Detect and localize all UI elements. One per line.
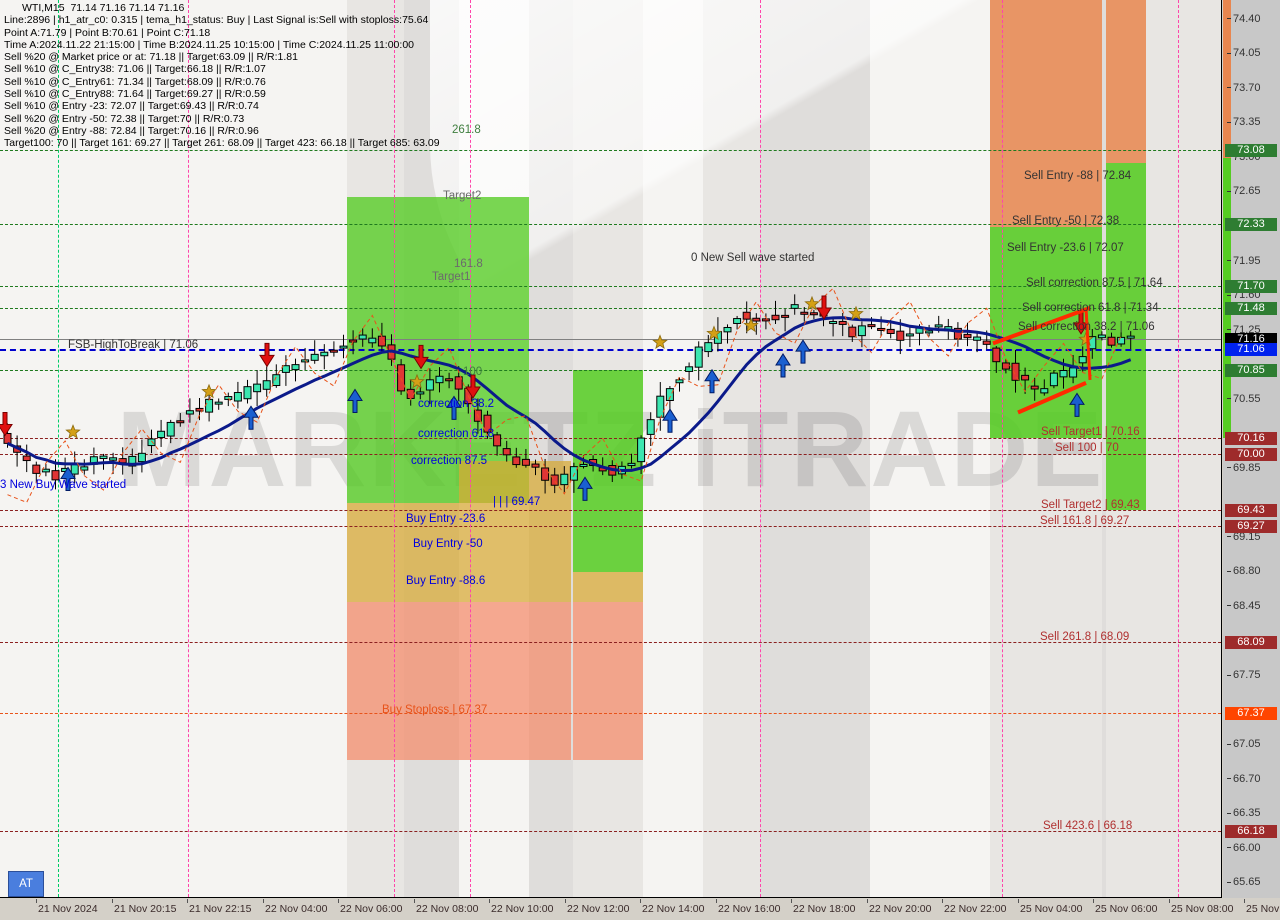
price-tick: 71.25: [1227, 324, 1261, 336]
time-tick-mark: [112, 899, 113, 903]
price-badge: 69.43: [1225, 504, 1277, 518]
price-badge: 72.33: [1225, 218, 1277, 231]
price-badge: 73.08: [1225, 143, 1277, 157]
price-tick: 66.35: [1227, 807, 1261, 819]
time-tick-mark: [1018, 899, 1019, 903]
candlestick-series: [0, 287, 1135, 504]
price-axis-color-strip: [1223, 0, 1231, 898]
price-badge: 69.27: [1225, 519, 1277, 533]
price-strip-segment: [1223, 157, 1231, 439]
time-tick-label: 22 Nov 14:00: [642, 903, 705, 915]
time-tick-label: 22 Nov 18:00: [793, 903, 856, 915]
price-tick: 73.35: [1227, 116, 1261, 128]
price-tick: 74.40: [1227, 13, 1261, 25]
time-tick-label: 22 Nov 06:00: [340, 903, 403, 915]
price-badge: 66.18: [1225, 824, 1277, 838]
price-badge: 71.70: [1225, 280, 1277, 294]
price-tick: 66.70: [1227, 773, 1261, 785]
price-tick: 69.15: [1227, 531, 1261, 543]
price-badge: 71.06: [1225, 343, 1277, 357]
time-tick-label: 25 Nov 08:00: [1171, 903, 1234, 915]
time-tick-label: 21 Nov 22:15: [189, 903, 252, 915]
time-tick-label: 21 Nov 2024: [38, 903, 98, 915]
chart-plot-area[interactable]: MARKETZ iTRADE 261.8 Target2 161.8 Target1 F…: [0, 0, 1222, 898]
time-tick-mark: [640, 899, 641, 903]
time-tick-mark: [1169, 899, 1170, 903]
time-tick-mark: [36, 899, 37, 903]
price-tick: 70.55: [1227, 393, 1261, 405]
price-badge: 70.16: [1225, 432, 1277, 446]
price-tick: 68.80: [1227, 565, 1261, 577]
time-tick-mark: [565, 899, 566, 903]
price-tick: 71.95: [1227, 255, 1261, 267]
price-badge: 67.37: [1225, 707, 1277, 721]
time-tick-label: 22 Nov 08:00: [416, 903, 479, 915]
time-tick-mark: [716, 899, 717, 903]
time-tick-mark: [338, 899, 339, 903]
time-tick-mark: [263, 899, 264, 903]
price-badge: 71.16: [1225, 333, 1277, 347]
time-tick-mark: [187, 899, 188, 903]
time-tick-mark: [791, 899, 792, 903]
scrollbar-thumb[interactable]: [0, 897, 122, 898]
price-tick: 65.65: [1227, 876, 1261, 888]
price-badge: 70.85: [1225, 364, 1277, 378]
price-strip-segment: [1223, 0, 1231, 158]
time-tick-mark: [1093, 899, 1094, 903]
time-tick-label: 25 Nov 06:00: [1095, 903, 1158, 915]
time-tick-label: 22 Nov 12:00: [567, 903, 630, 915]
time-tick-label: 25 Nov 10:00: [1246, 903, 1280, 915]
time-tick-mark: [489, 899, 490, 903]
time-tick-label: 25 Nov 04:00: [1020, 903, 1083, 915]
horizontal-scrollbar[interactable]: [0, 897, 1222, 898]
price-tick: 68.45: [1227, 600, 1261, 612]
price-tick: 67.05: [1227, 738, 1261, 750]
time-tick-mark: [1244, 899, 1245, 903]
at-button[interactable]: AT: [8, 871, 44, 897]
time-axis[interactable]: 21 Nov 2024 21 Nov 20:15 21 Nov 22:15 22 No…: [0, 899, 1280, 920]
price-badge: 70.00: [1225, 447, 1277, 461]
price-tick: 66.00: [1227, 842, 1261, 854]
time-tick-mark: [414, 899, 415, 903]
price-tick: 72.65: [1227, 185, 1261, 197]
price-tick: 73.70: [1227, 82, 1261, 94]
time-tick-label: 22 Nov 04:00: [265, 903, 328, 915]
price-tick: 69.85: [1227, 462, 1261, 474]
price-badge: 68.09: [1225, 636, 1277, 650]
price-axis[interactable]: 74.4074.0573.7073.3573.0072.6571.9571.60…: [1223, 0, 1280, 898]
time-tick-label: 22 Nov 10:00: [491, 903, 554, 915]
time-tick-label: 22 Nov 20:00: [869, 903, 932, 915]
time-tick-mark: [942, 899, 943, 903]
time-tick-label: 22 Nov 22:00: [944, 903, 1007, 915]
time-tick-mark: [867, 899, 868, 903]
time-tick-label: 22 Nov 16:00: [718, 903, 781, 915]
price-tick: 67.75: [1227, 669, 1261, 681]
time-tick-label: 21 Nov 20:15: [114, 903, 177, 915]
price-badge: 71.48: [1225, 301, 1277, 315]
price-tick: 74.05: [1227, 47, 1261, 59]
